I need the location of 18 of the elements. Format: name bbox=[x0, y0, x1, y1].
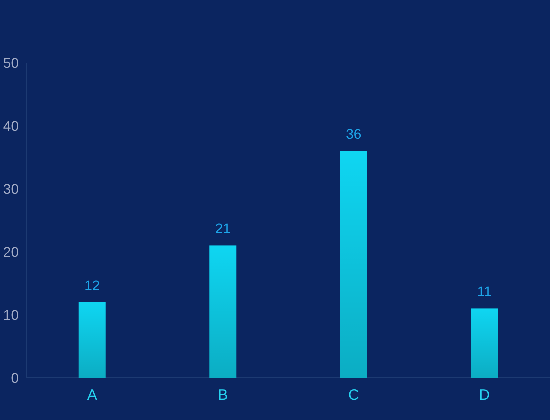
y-tick-label: 0 bbox=[11, 370, 20, 386]
data-label: 12 bbox=[84, 277, 100, 294]
bar bbox=[210, 246, 237, 378]
x-tick-label: D bbox=[479, 387, 490, 404]
data-label: 36 bbox=[346, 126, 362, 142]
bar bbox=[340, 151, 368, 378]
y-tick-label: 30 bbox=[3, 180, 20, 197]
x-tick-label: C bbox=[348, 387, 360, 404]
x-tick-label: B bbox=[218, 387, 228, 404]
data-label: 21 bbox=[215, 220, 232, 237]
bar bbox=[78, 302, 106, 378]
y-tick-label: 50 bbox=[3, 54, 20, 71]
y-tick-label: 10 bbox=[3, 306, 20, 323]
bar bbox=[471, 308, 498, 378]
y-tick-label: 20 bbox=[3, 244, 20, 260]
x-tick-label: A bbox=[87, 387, 98, 404]
y-tick-label: 40 bbox=[3, 118, 20, 134]
data-label: 11 bbox=[477, 284, 492, 300]
